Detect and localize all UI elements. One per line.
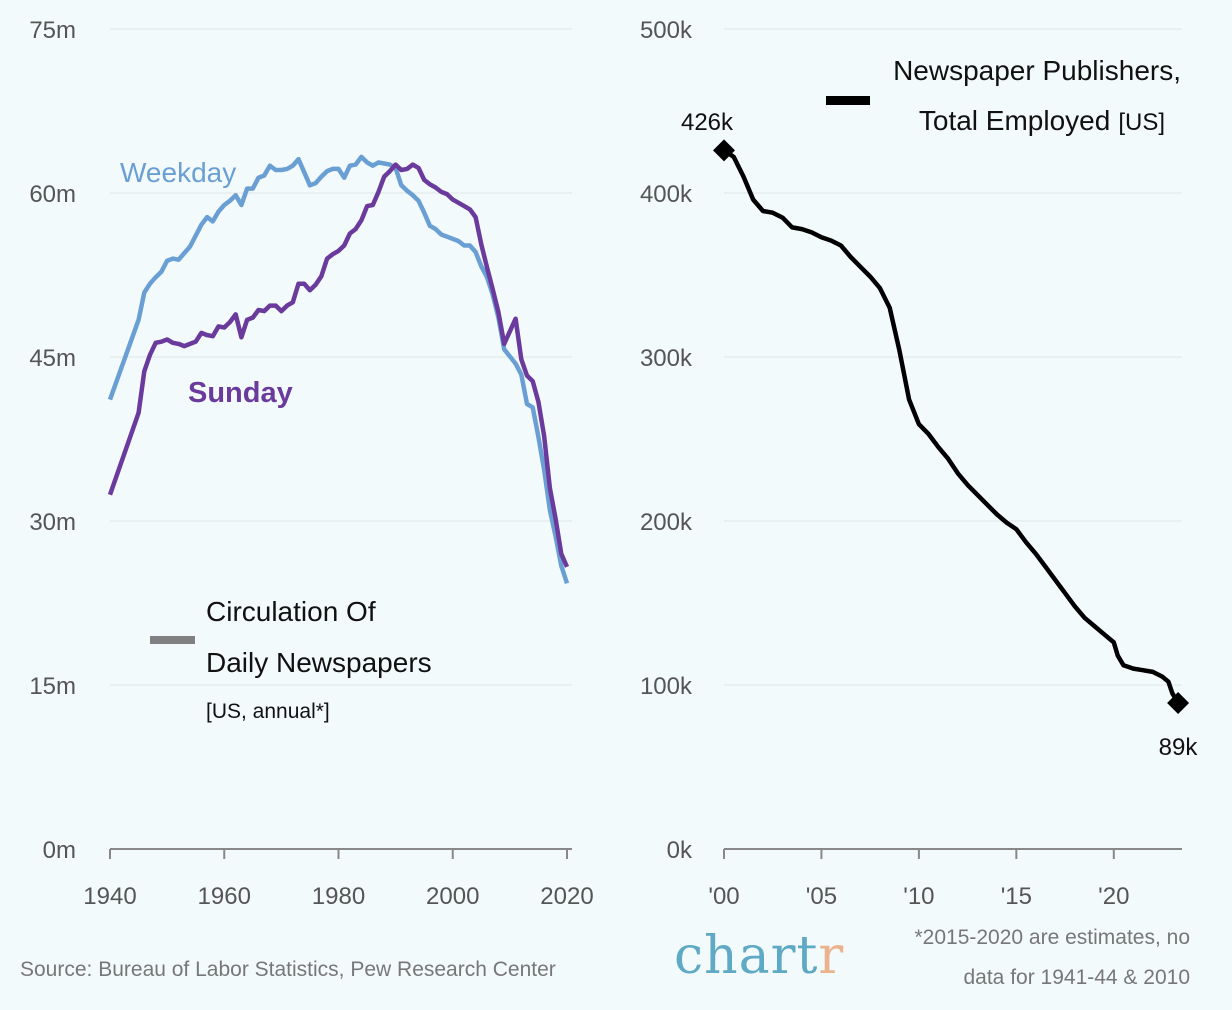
y-tick-label: 75m bbox=[29, 17, 76, 44]
y-tick-label: 300k bbox=[640, 345, 693, 372]
x-tick-label: '05 bbox=[806, 883, 837, 910]
right-y-axis: 0k 100k 200k 300k 400k 500k bbox=[640, 17, 693, 864]
right-x-axis: '00 '05 '10 '15 '20 bbox=[708, 848, 1182, 910]
series-line-weekday bbox=[107, 154, 570, 584]
y-tick-label: 100k bbox=[640, 673, 693, 700]
left-series bbox=[107, 154, 570, 584]
right-legend-swatch bbox=[826, 96, 870, 105]
y-tick-label: 60m bbox=[29, 181, 76, 208]
right-legend-title-line1: Newspaper Publishers, bbox=[893, 55, 1181, 86]
left-gridlines bbox=[110, 28, 572, 686]
x-tick-label: '00 bbox=[708, 883, 739, 910]
y-tick-label: 0k bbox=[667, 837, 693, 864]
series-line-newspaper-publishers-total-employed bbox=[722, 148, 1181, 705]
right-legend-title-main: Total Employed bbox=[919, 105, 1110, 136]
chartr-logo: chartr bbox=[674, 926, 844, 986]
y-tick-label: 0m bbox=[43, 837, 76, 864]
x-tick-label: 1980 bbox=[312, 883, 365, 910]
start-marker bbox=[713, 139, 735, 162]
x-tick-label: 1940 bbox=[83, 883, 136, 910]
x-tick-label: '20 bbox=[1098, 883, 1129, 910]
left-legend-title-line2: Daily Newspapers bbox=[206, 647, 432, 678]
estimate-note-line1: *2015-2020 are estimates, no bbox=[914, 926, 1190, 949]
end-value-label: 89k bbox=[1159, 734, 1199, 761]
weekday-label: Weekday bbox=[120, 157, 236, 188]
x-tick-label: 2000 bbox=[426, 883, 479, 910]
x-tick-label: '15 bbox=[1001, 883, 1032, 910]
right-gridlines bbox=[724, 28, 1182, 686]
logo-accent: r bbox=[818, 926, 845, 986]
left-legend-subtitle: [US, annual*] bbox=[206, 700, 330, 723]
x-tick-label: 2020 bbox=[540, 883, 593, 910]
right-legend-subtitle: [US] bbox=[1118, 109, 1165, 136]
y-tick-label: 200k bbox=[640, 509, 693, 536]
start-value-label: 426k bbox=[681, 109, 734, 136]
y-tick-label: 500k bbox=[640, 17, 693, 44]
left-x-axis: 1940 1960 1980 2000 2020 bbox=[83, 848, 594, 910]
x-tick-label: 1960 bbox=[198, 883, 251, 910]
y-tick-label: 15m bbox=[29, 673, 76, 700]
right-series bbox=[713, 139, 1190, 715]
end-marker bbox=[1167, 692, 1190, 715]
left-y-axis: 0m 15m 30m 45m 60m 75m bbox=[29, 17, 76, 864]
estimate-note-line2: data for 1941-44 & 2010 bbox=[963, 966, 1190, 989]
source-note: Source: Bureau of Labor Statistics, Pew … bbox=[20, 958, 556, 981]
series-line-sunday bbox=[107, 162, 570, 568]
x-tick-label: '10 bbox=[903, 883, 934, 910]
left-legend-swatch bbox=[150, 636, 195, 644]
left-legend-title-line1: Circulation Of bbox=[206, 596, 376, 627]
circulation-chart: 0m 15m 30m 45m 60m 75m 1940 1960 1980 2000 2020 W… bbox=[29, 17, 593, 910]
y-tick-label: 45m bbox=[29, 345, 76, 372]
employment-chart: 0k 100k 200k 300k 400k 500k '00 '05 '10 '15 '20 N… bbox=[640, 17, 1198, 910]
sunday-label: Sunday bbox=[188, 377, 293, 409]
y-tick-label: 400k bbox=[640, 181, 693, 208]
logo-text: chart bbox=[674, 926, 819, 986]
right-legend-title-line2: Total Employed [US] bbox=[919, 105, 1165, 136]
y-tick-label: 30m bbox=[29, 509, 76, 536]
